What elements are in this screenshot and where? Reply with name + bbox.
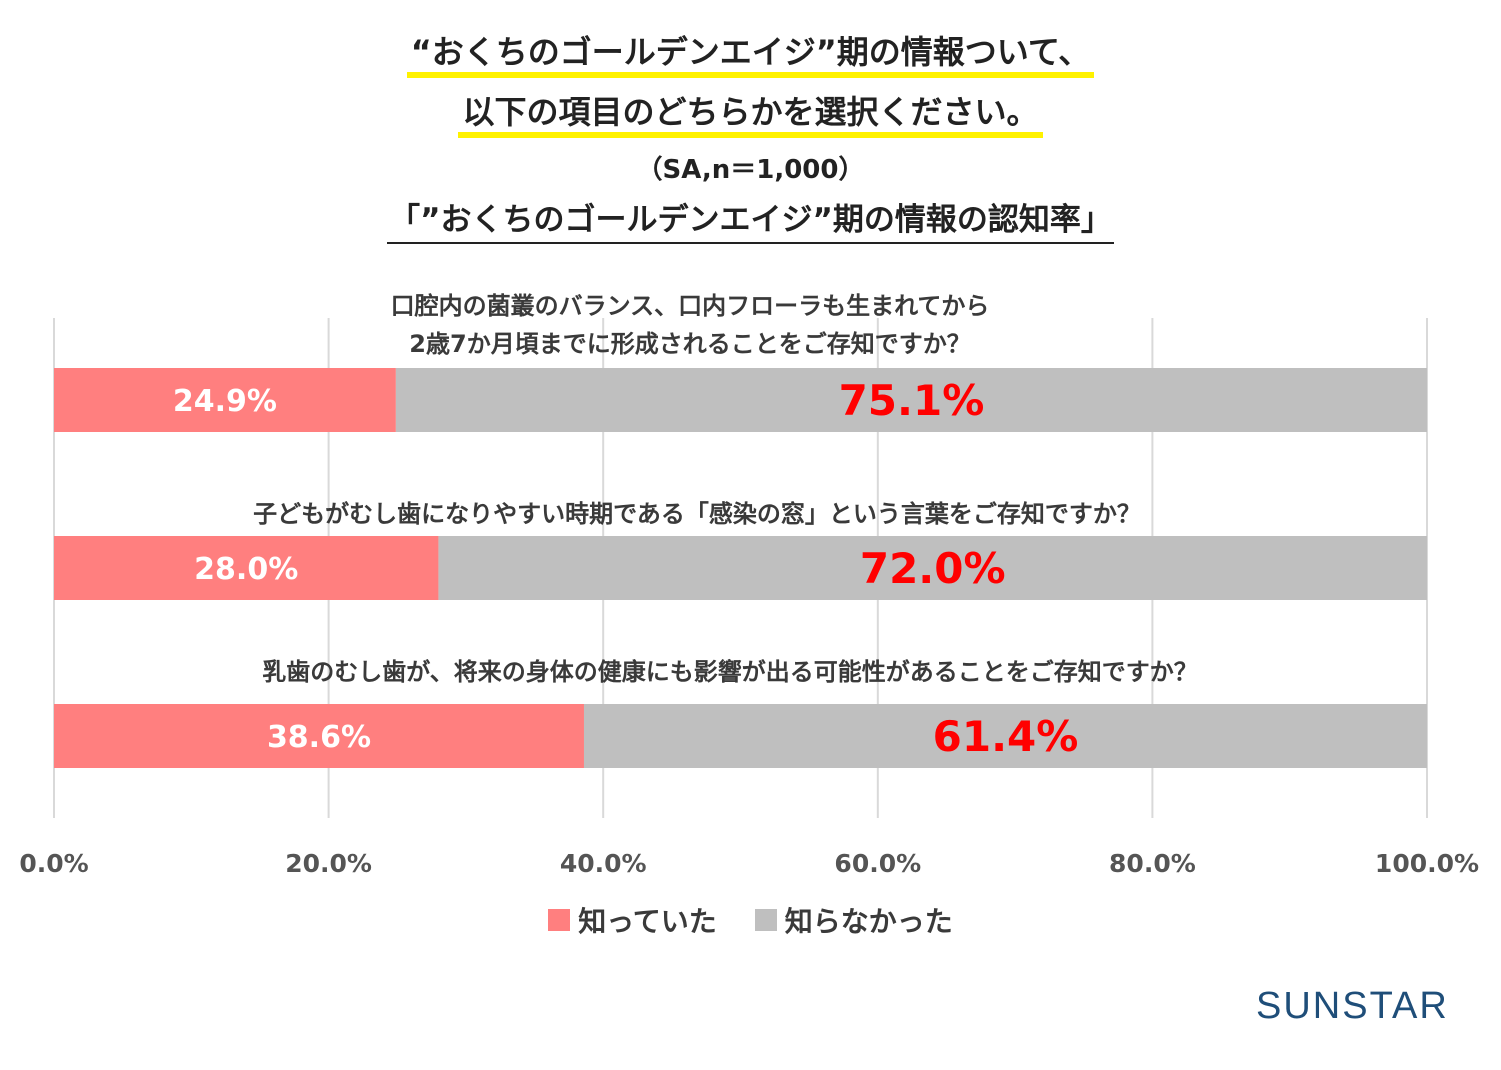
chart-title-line2: 以下の項目のどちらかを選択ください。 bbox=[0, 92, 1501, 138]
legend-item-known: 知っていた bbox=[548, 900, 717, 940]
bar-unknown bbox=[395, 368, 1428, 432]
question-label: 子どもがむし歯になりやすい時期である「感染の窓」という言葉をご存知ですか？ bbox=[253, 500, 1141, 528]
x-tick-label: 20.0% bbox=[285, 849, 372, 878]
x-tick-label: 0.0% bbox=[19, 849, 88, 878]
legend-item-unknown: 知らなかった bbox=[754, 900, 953, 940]
question-label: 2歳7か月頃までに形成されることをご存知ですか？ bbox=[409, 330, 970, 358]
data-label-known: 28.0% bbox=[194, 552, 298, 587]
legend-swatch-known bbox=[548, 909, 571, 931]
bar-unknown bbox=[438, 536, 1427, 600]
bar-known bbox=[54, 368, 396, 432]
data-label-known: 24.9% bbox=[173, 384, 277, 419]
x-tick-label: 80.0% bbox=[1109, 849, 1196, 878]
legend: 知っていた 知らなかった bbox=[0, 900, 1501, 940]
sunstar-logo: SUNSTAR bbox=[1256, 985, 1449, 1027]
bar-unknown bbox=[583, 704, 1427, 768]
sample-size-label: （SA,n＝1,000） bbox=[636, 155, 865, 185]
x-tick-label: 100.0% bbox=[1375, 849, 1479, 878]
x-tick-label: 60.0% bbox=[834, 849, 921, 878]
data-label-unknown: 75.1% bbox=[839, 376, 985, 425]
bar-known bbox=[54, 704, 584, 768]
x-tick-label: 40.0% bbox=[560, 849, 647, 878]
chart-title-line1: “おくちのゴールデンエイジ”期の情報ついて、 bbox=[0, 32, 1501, 78]
question-label: 乳歯のむし歯が、将来の身体の健康にも影響が出る可能性があることをご存知ですか？ bbox=[262, 658, 1198, 686]
legend-swatch-unknown bbox=[754, 909, 777, 931]
data-label-unknown: 72.0% bbox=[860, 544, 1006, 593]
legend-label-unknown: 知らなかった bbox=[784, 905, 953, 938]
data-label-unknown: 61.4% bbox=[933, 712, 1079, 761]
legend-label-known: 知っていた bbox=[578, 905, 717, 938]
bar-known bbox=[54, 536, 439, 600]
question-label: 口腔内の菌叢のバランス、口内フローラも生まれてから bbox=[391, 292, 990, 320]
data-label-known: 38.6% bbox=[267, 720, 371, 755]
chart-subtitle: 「”おくちのゴールデンエイジ”期の情報の認知率」 bbox=[0, 200, 1501, 244]
